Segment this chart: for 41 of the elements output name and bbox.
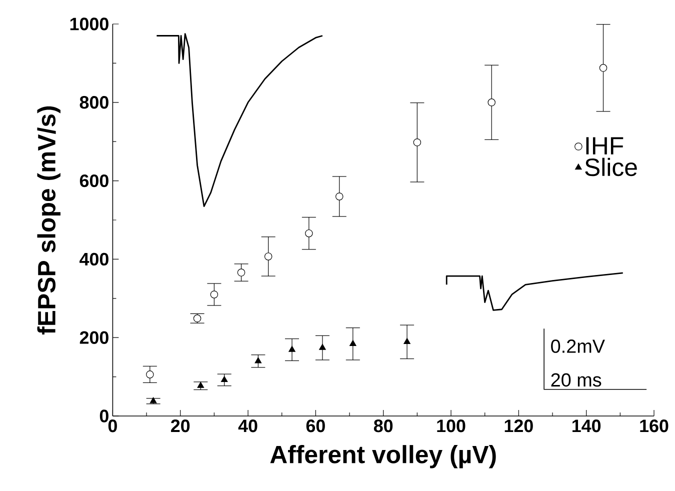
line-series: [156, 33, 324, 207]
annotation: 20 ms: [551, 373, 602, 387]
x-tick-label: 120: [504, 420, 533, 432]
point: [599, 64, 608, 72]
point: [254, 357, 262, 364]
x-tick-label: 20: [171, 420, 190, 432]
point: [210, 290, 218, 298]
point: [150, 397, 157, 404]
y-tick-label: 200: [80, 331, 108, 344]
y-tick-label: 1000: [70, 18, 108, 30]
point: [237, 268, 246, 276]
x-tick-label: 0: [108, 420, 117, 432]
x-axis-title: Afferent volley (µV): [270, 445, 496, 468]
point: [193, 314, 202, 322]
x-tick-label: 80: [374, 420, 393, 432]
y-tick-label: 600: [80, 174, 108, 188]
point: [305, 229, 313, 238]
point: [413, 138, 422, 146]
x-tick-label: 40: [238, 420, 258, 432]
x-tick-label: 60: [306, 420, 325, 432]
x-tick-label: 160: [640, 420, 668, 432]
annotation: 0.2mV: [551, 340, 605, 353]
x-tick-label: 140: [572, 420, 601, 432]
point: [288, 346, 296, 352]
line-series: [446, 272, 624, 311]
legend-label: IHF: [586, 137, 624, 154]
y-tick-label: 400: [80, 252, 108, 266]
y-axis-title: fEPSP slope (mV/s): [37, 106, 60, 334]
y-tick-label: 800: [80, 96, 108, 109]
y-tick-label: 0: [100, 410, 108, 422]
legend-label: Slice: [585, 158, 637, 176]
x-tick-label: 100: [437, 420, 466, 432]
point: [220, 376, 228, 382]
point: [488, 98, 496, 106]
point: [349, 340, 356, 346]
point: [404, 338, 410, 344]
point: [264, 252, 272, 260]
point: [335, 192, 344, 200]
point: [197, 382, 204, 388]
point: [319, 344, 326, 350]
point: [146, 370, 154, 378]
